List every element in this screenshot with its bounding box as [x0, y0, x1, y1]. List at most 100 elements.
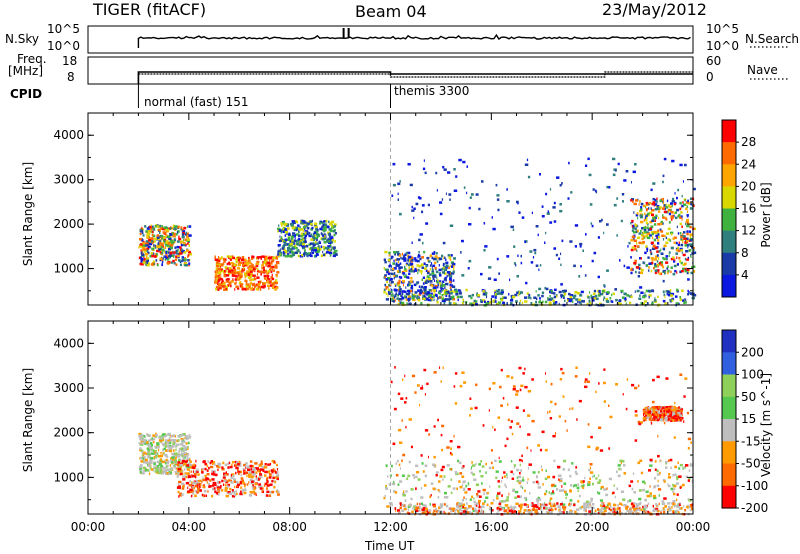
- scatter-cell: [147, 448, 149, 452]
- scatter-cell: [451, 507, 455, 510]
- scatter-cell: [637, 508, 640, 511]
- scatter-cell: [639, 200, 641, 203]
- scatter-cell: [480, 475, 484, 478]
- scatter-cell: [292, 246, 295, 249]
- scatter-cell: [449, 283, 452, 287]
- scatter-cell: [656, 484, 660, 488]
- scatter-cell: [238, 256, 241, 260]
- scatter-cell: [454, 288, 458, 292]
- scatter-cell: [291, 253, 295, 257]
- scatter-cell: [620, 468, 622, 471]
- scatter-cell: [402, 492, 405, 496]
- scatter-cell: [146, 236, 150, 239]
- scatter-cell: [425, 264, 428, 268]
- scatter-cell: [221, 466, 224, 469]
- scatter-cell: [408, 255, 412, 259]
- scatter-cell: [289, 240, 292, 243]
- scatter-cell: [516, 422, 520, 425]
- scatter-cell: [410, 488, 414, 491]
- scatter-cell: [144, 442, 148, 445]
- scatter-cell: [393, 274, 396, 278]
- scatter-cell: [556, 295, 558, 298]
- scatter-cell: [325, 219, 328, 223]
- scatter-cell: [424, 393, 426, 396]
- scatter-cell: [186, 225, 188, 228]
- scatter-cell: [449, 264, 451, 268]
- scatter-cell: [284, 255, 288, 258]
- scatter-cell: [600, 504, 603, 507]
- scatter-cell: [475, 383, 478, 387]
- scatter-cell: [511, 432, 514, 436]
- scatter-cell: [313, 247, 317, 250]
- scatter-cell: [402, 378, 404, 381]
- scatter-cell: [663, 244, 667, 248]
- scatter-cell: [520, 485, 522, 488]
- scatter-cell: [234, 288, 236, 291]
- scatter-cell: [279, 254, 282, 257]
- scatter-cell: [408, 266, 410, 269]
- scatter-cell: [568, 299, 572, 303]
- scatter-cell: [286, 254, 290, 258]
- scatter-cell: [617, 474, 621, 478]
- scatter-cell: [648, 207, 650, 210]
- scatter-cell: [166, 228, 170, 232]
- scatter-cell: [203, 494, 206, 497]
- scatter-cell: [654, 208, 658, 211]
- scatter-cell: [169, 247, 171, 250]
- scatter-cell: [331, 220, 335, 224]
- scatter-cell: [669, 205, 672, 209]
- scatter-cell: [213, 487, 216, 490]
- scatter-cell: [142, 434, 144, 437]
- scatter-cell: [536, 500, 539, 503]
- scatter-cell: [602, 511, 604, 514]
- scatter-cell: [668, 484, 671, 488]
- scatter-cell: [605, 506, 608, 509]
- scatter-cell: [398, 285, 401, 289]
- scatter-cell: [196, 480, 200, 484]
- scatter-cell: [392, 272, 394, 276]
- scatter-cell: [174, 466, 177, 469]
- scatter-cells: [138, 366, 694, 516]
- scatter-cell: [621, 503, 623, 506]
- scatter-cell: [202, 478, 206, 482]
- scatter-cell: [177, 490, 180, 494]
- scatter-cell: [182, 455, 186, 458]
- scatter-cell: [684, 262, 687, 266]
- scatter-cell: [393, 480, 395, 484]
- scatter-cell: [484, 245, 488, 248]
- scatter-cell: [391, 194, 394, 197]
- scatter-cell: [325, 251, 330, 254]
- scatter-cell: [267, 480, 269, 483]
- scatter-cell: [559, 489, 563, 492]
- scatter-cell: [424, 171, 427, 175]
- scatter-cell: [184, 446, 188, 449]
- scatter-cell: [291, 221, 294, 225]
- scatter-cell: [214, 490, 217, 493]
- scatter-cell: [663, 421, 666, 425]
- scatter-cell: [685, 201, 690, 204]
- scatter-cell: [524, 163, 529, 166]
- scatter-cell: [192, 492, 195, 495]
- scatter-cell: [143, 248, 147, 251]
- scatter-cell: [411, 209, 415, 212]
- scatter-cell: [259, 256, 262, 259]
- scatter-cell: [519, 299, 522, 303]
- scatter-cell: [473, 299, 476, 303]
- scatter-cell: [161, 225, 163, 228]
- scatter-cell: [274, 288, 277, 291]
- scatter-cell: [236, 267, 240, 270]
- scatter-cell: [272, 269, 275, 272]
- scatter-cell: [440, 284, 443, 288]
- scatter-cell: [693, 227, 697, 231]
- scatter-cell: [549, 290, 553, 293]
- scatter-cell: [417, 298, 421, 302]
- scatter-cell: [599, 292, 601, 296]
- scatter-cell: [441, 271, 445, 274]
- scatter-cell: [441, 424, 445, 428]
- scatter-cell: [224, 483, 227, 487]
- scatter-cell: [443, 510, 445, 514]
- scatter-cell: [632, 224, 635, 228]
- scatter-cell: [227, 483, 230, 487]
- scatter-cell: [156, 445, 160, 449]
